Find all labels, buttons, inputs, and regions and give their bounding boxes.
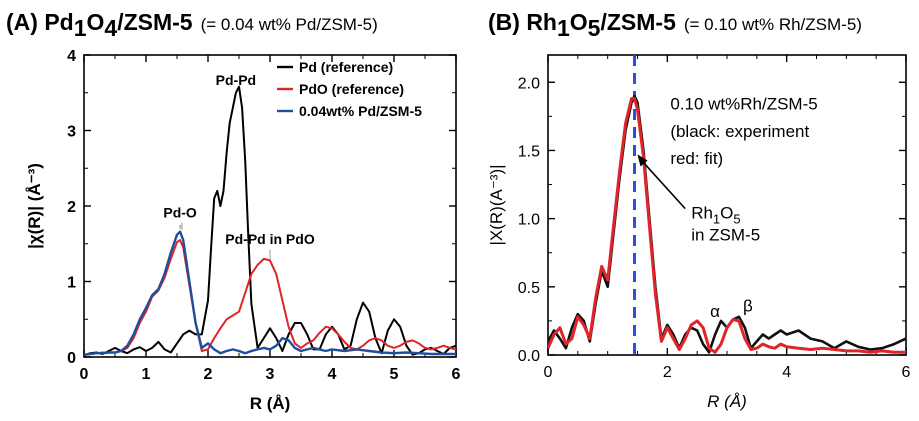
arrow-head: [637, 154, 648, 167]
series-group: [84, 85, 456, 357]
x-tick-label: 4: [782, 364, 791, 381]
y-axis-label: |χ(R)| (Å⁻³): [25, 163, 44, 249]
arrow-label-line1: Rh1O5: [691, 204, 740, 227]
series-line-2: [84, 230, 456, 356]
annotation-label-4: β: [743, 296, 753, 315]
y-tick-label: 1.0: [518, 212, 540, 229]
panel-a-title: (A) Pd1O4/ZSM-5 (= 0.04 wt% Pd/ZSM-5): [6, 9, 378, 41]
series-group: [548, 94, 906, 354]
annotation-label-1: (black: experiment: [670, 122, 809, 141]
panel-b-chart: 0 2 4 6 0.0 0.5 1.0 1.5 2.0 R (Å) |X(R)(A⁻³)| 0.10 …: [487, 54, 911, 411]
series-line-1: [84, 239, 456, 356]
annotation-label-2: Pd-Pd in PdO: [225, 231, 315, 247]
series-line-1: [548, 97, 906, 354]
y-axis-label: |X(R)(A⁻³)|: [487, 164, 506, 245]
panel-b-title-mid: O: [570, 9, 588, 35]
y-tick-label: 4: [67, 48, 76, 65]
annotation-label-3: α: [710, 302, 720, 321]
annotation-label-1: Pd-Pd: [216, 72, 256, 88]
x-tick-label: 6: [452, 366, 461, 383]
x-tick-label: 6: [902, 364, 911, 381]
x-tick-label: 2: [663, 364, 672, 381]
x-tick-label: 3: [266, 366, 275, 383]
arrow-label-line2: in ZSM-5: [691, 226, 760, 245]
y-tick-label: 2.0: [518, 75, 540, 92]
panel-b-title-sub2: 5: [588, 15, 601, 41]
panel-b-title-note: (= 0.10 wt% Rh/ZSM-5): [684, 15, 862, 34]
panel-a-title-sub1: 1: [74, 15, 87, 41]
arrow-line: [642, 162, 686, 210]
panel-a-title-note: (= 0.04 wt% Pd/ZSM-5): [201, 15, 378, 34]
x-axis-label: R (Å): [707, 392, 747, 411]
y-tick-label: 2: [67, 199, 76, 216]
panel-b-title-suffix: /ZSM-5: [600, 9, 676, 35]
y-tick-label: 0.5: [518, 280, 540, 297]
x-tick-label: 0: [80, 366, 89, 383]
panel-a-title-sub2: 4: [104, 15, 117, 41]
x-tick-label: 2: [204, 366, 213, 383]
series-line-0: [84, 85, 456, 357]
legend-label-0: Pd (reference): [299, 59, 393, 75]
plot-frame: [83, 54, 457, 358]
y-tick-label: 0: [67, 350, 76, 367]
x-tick-label: 1: [142, 366, 151, 383]
y-tick-label: 1.5: [518, 143, 540, 160]
panel-a-title-mid: O: [87, 9, 105, 35]
x-axis-label: R (Å): [250, 394, 291, 413]
arrow-label-prefix: Rh: [691, 204, 713, 223]
arrow-label-sub1: 1: [713, 212, 720, 227]
annotation-label-2: red: fit): [670, 149, 723, 168]
panel-a-chart: 0 1 2 3 4 5 6 0 1 2 3 4 R (Å) |χ(R)| (Å⁻³) Pd-O Pd-Pd Pd…: [25, 48, 461, 413]
x-tick-label: 0: [544, 364, 553, 381]
panel-a-title-suffix: /ZSM-5: [117, 9, 193, 35]
annotation-label-0: Pd-O: [163, 204, 197, 220]
panel-b-title-prefix: (B) Rh: [488, 9, 557, 35]
y-tick-label: 0.0: [518, 348, 540, 365]
legend-label-1: PdO (reference): [299, 81, 404, 97]
panel-a-title-prefix: (A) Pd: [6, 9, 74, 35]
y-tick-label: 3: [67, 124, 76, 141]
legend-label-2: 0.04wt% Pd/ZSM-5: [299, 103, 422, 119]
annotation-label-0: 0.10 wt%Rh/ZSM-5: [670, 95, 817, 114]
x-tick-label: 4: [328, 366, 337, 383]
panel-b-title-sub1: 1: [557, 15, 570, 41]
arrow-label-sub2: 5: [733, 212, 740, 227]
x-tick-label: 5: [390, 366, 399, 383]
panel-b-title: (B) Rh1O5/ZSM-5 (= 0.10 wt% Rh/ZSM-5): [488, 9, 862, 41]
y-tick-label: 1: [67, 275, 76, 292]
arrow-label-mid: O: [720, 204, 733, 223]
